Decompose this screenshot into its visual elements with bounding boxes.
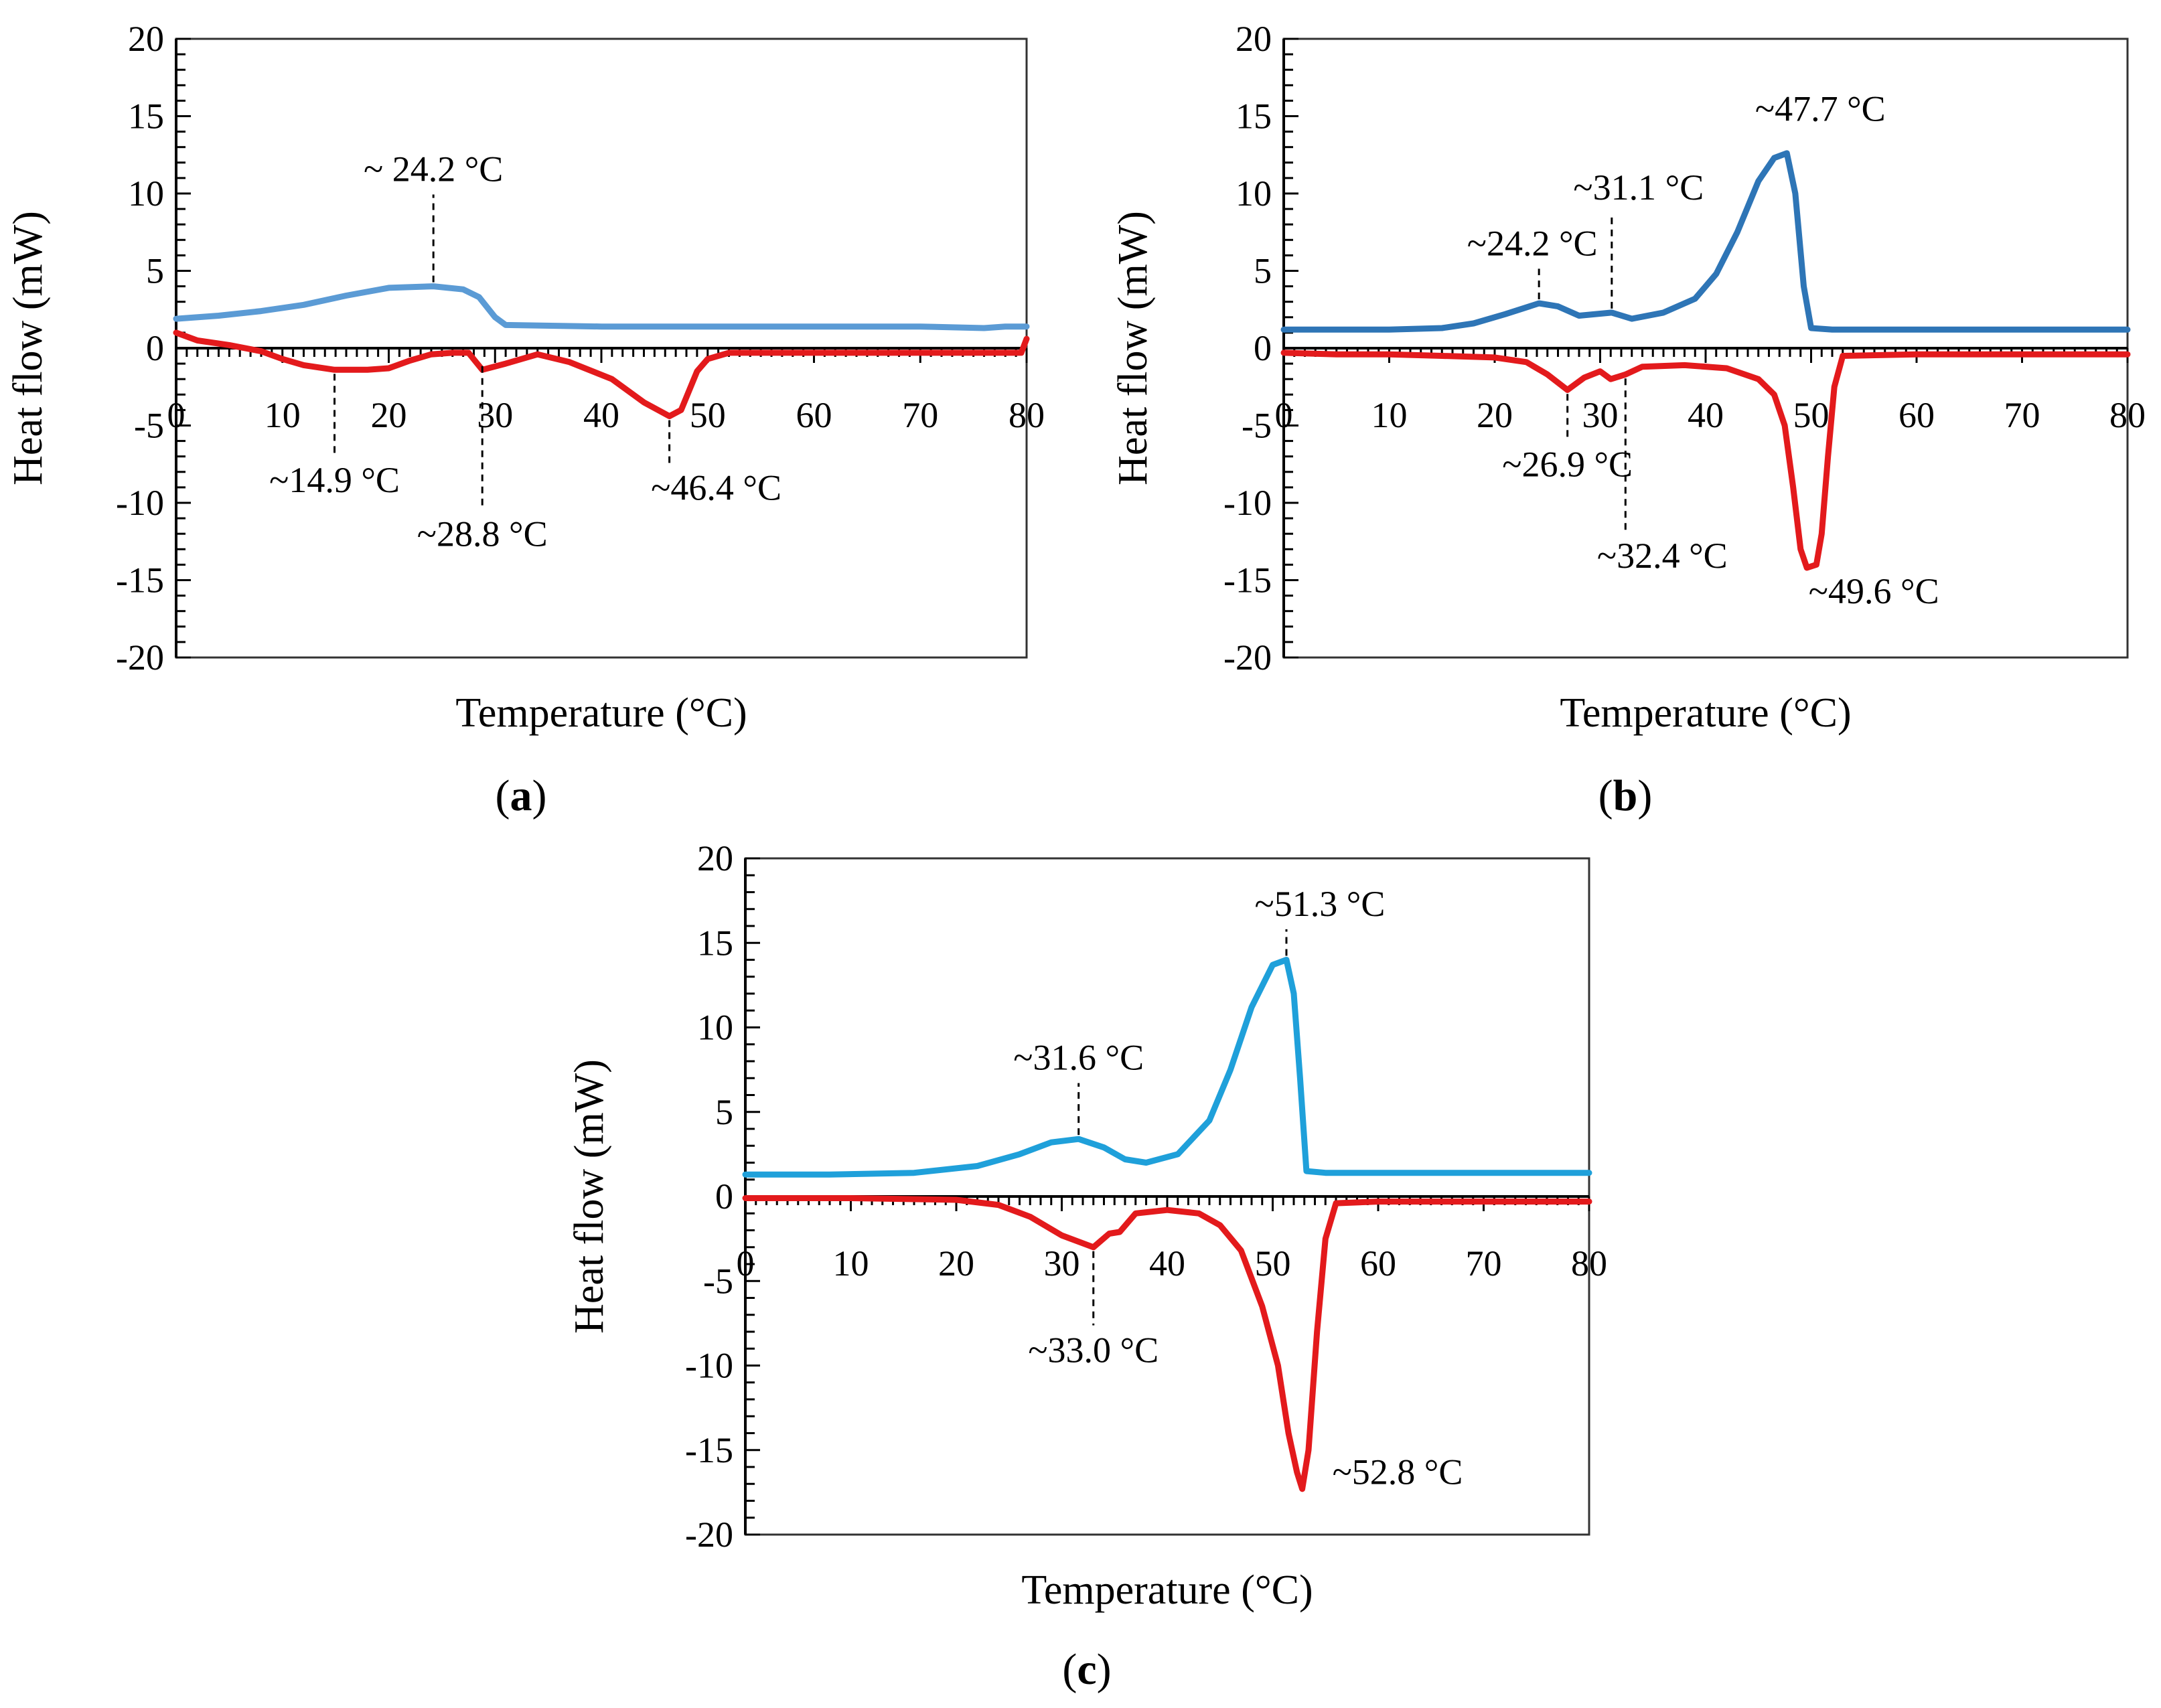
annotation-label: ~31.1 °C <box>1573 167 1704 208</box>
y-tick-label: 5 <box>1254 251 1272 291</box>
y-tick-label: -10 <box>1223 483 1272 523</box>
x-tick-label: 0 <box>737 1243 755 1284</box>
annotation-label: ~52.8 °C <box>1333 1452 1463 1492</box>
y-tick-label: 15 <box>128 96 164 137</box>
y-tick-label: -5 <box>1242 406 1272 446</box>
x-tick-label: 30 <box>1044 1243 1080 1284</box>
x-tick-label: 40 <box>1688 395 1724 435</box>
y-tick-label: 10 <box>1236 173 1272 214</box>
x-tick-label: 40 <box>1149 1243 1185 1284</box>
annotation-label: ~46.4 °C <box>651 467 781 508</box>
x-tick-label: 40 <box>583 395 619 435</box>
x-tick-label: 20 <box>938 1243 974 1284</box>
x-tick-label: 80 <box>1571 1243 1607 1284</box>
x-axis-title: Temperature (°C) <box>1560 690 1851 736</box>
y-tick-label: -15 <box>116 560 164 601</box>
y-tick-label: -15 <box>1223 560 1272 601</box>
y-tick-label: -5 <box>703 1261 733 1301</box>
y-tick-label: -20 <box>116 637 164 678</box>
x-tick-label: 50 <box>1255 1243 1291 1284</box>
x-tick-label: 10 <box>265 395 301 435</box>
y-tick-label: 15 <box>697 923 733 963</box>
x-tick-label: 80 <box>1009 395 1045 435</box>
series-line-cooling <box>1280 350 2131 571</box>
y-tick-label: -10 <box>116 483 164 523</box>
x-tick-label: 70 <box>1466 1243 1502 1284</box>
series-line-cooling <box>742 1195 1592 1492</box>
panel-label-letter: b <box>1613 771 1638 820</box>
y-tick-label: 0 <box>715 1176 733 1217</box>
panel-label-close: ) <box>532 771 547 820</box>
y-tick-label: 20 <box>128 19 164 59</box>
annotation-label: ~49.6 °C <box>1809 571 1939 611</box>
x-tick-label: 10 <box>833 1243 869 1284</box>
y-tick-label: 5 <box>146 251 164 291</box>
y-tick-label: 0 <box>1254 328 1272 368</box>
y-tick-label: -20 <box>685 1515 733 1555</box>
x-tick-label: 0 <box>167 395 185 435</box>
x-axis-title: Temperature (°C) <box>1021 1567 1313 1613</box>
annotation-label: ~31.6 °C <box>1013 1038 1144 1078</box>
x-tick-label: 20 <box>371 395 407 435</box>
panel-label-letter: a <box>510 771 532 820</box>
panel-label: (a) <box>496 771 547 820</box>
panel-label-open: ( <box>1062 1645 1077 1694</box>
y-axis-title: Heat flow (mW) <box>567 1059 612 1334</box>
annotation-label: ~26.9 °C <box>1502 445 1633 485</box>
x-tick-label: 50 <box>690 395 726 435</box>
annotation-label: ~14.9 °C <box>269 460 400 500</box>
y-tick-label: 5 <box>715 1092 733 1132</box>
y-tick-label: -20 <box>1223 637 1272 678</box>
x-axis-title: Temperature (°C) <box>455 690 747 736</box>
x-tick-label: 0 <box>1275 395 1293 435</box>
x-tick-label: 20 <box>1477 395 1513 435</box>
x-tick-label: 60 <box>796 395 832 435</box>
series-line-heating <box>1280 150 2131 333</box>
series-line-cooling <box>173 329 1030 420</box>
x-tick-label: 80 <box>2109 395 2146 435</box>
y-axis-title: Heat flow (mW) <box>1110 211 1156 485</box>
annotation-label: ~24.2 °C <box>1467 223 1598 263</box>
panel-label-open: ( <box>496 771 510 820</box>
y-tick-label: -5 <box>134 406 164 446</box>
panel-label-letter: c <box>1077 1645 1096 1694</box>
panel-label-close: ) <box>1097 1645 1112 1694</box>
x-tick-label: 10 <box>1371 395 1408 435</box>
y-axis-title: Heat flow (mW) <box>5 211 51 485</box>
panel-label: (c) <box>1062 1645 1111 1694</box>
annotation-label: ~32.4 °C <box>1597 536 1728 576</box>
annotation-label: ~47.7 °C <box>1755 88 1886 129</box>
annotation-label: ~33.0 °C <box>1028 1330 1159 1370</box>
y-tick-label: 20 <box>1236 19 1272 59</box>
x-tick-label: 60 <box>1898 395 1935 435</box>
x-tick-label: 50 <box>1793 395 1830 435</box>
panel-label: (b) <box>1598 771 1653 820</box>
panel-label-open: ( <box>1598 771 1613 820</box>
series-line-heating <box>173 283 1030 331</box>
x-tick-label: 30 <box>1582 395 1619 435</box>
y-tick-label: -15 <box>685 1430 733 1470</box>
x-tick-label: 60 <box>1360 1243 1396 1284</box>
annotation-label: ~ 24.2 °C <box>364 149 503 189</box>
x-tick-label: 70 <box>902 395 938 435</box>
y-tick-label: 15 <box>1236 96 1272 137</box>
y-tick-label: 0 <box>146 328 164 368</box>
y-tick-label: 10 <box>697 1008 733 1048</box>
y-tick-label: 10 <box>128 173 164 214</box>
y-tick-label: 20 <box>697 838 733 878</box>
series-line-heating <box>742 957 1592 1178</box>
panel-label-close: ) <box>1637 771 1652 820</box>
x-tick-label: 70 <box>2004 395 2040 435</box>
y-tick-label: -10 <box>685 1346 733 1386</box>
annotation-label: ~28.8 °C <box>417 514 548 554</box>
annotation-label: ~51.3 °C <box>1255 884 1386 924</box>
